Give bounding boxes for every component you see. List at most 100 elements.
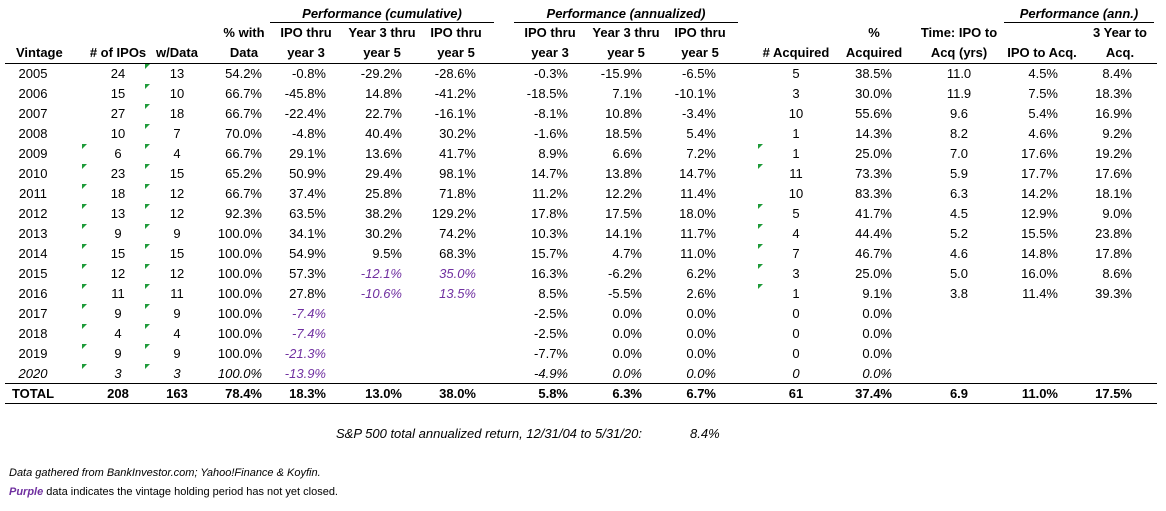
- cell-p2: 18.3%: [1095, 86, 1132, 101]
- cell-time: [914, 364, 1004, 384]
- cell-c1: 34.1%: [289, 226, 326, 241]
- cell-a2: 12.2%: [605, 186, 642, 201]
- table-row: 2010 23 15 65.2% 50.9% 29.4% 98.1% 14.7% 13.8% 14…: [0, 164, 1166, 184]
- cell-indicator-triangle: [145, 244, 150, 249]
- cell-c3: 30.2%: [439, 126, 476, 141]
- cell-wdata: 4: [173, 146, 181, 161]
- cell-time: 11.0: [946, 66, 972, 81]
- cell-c2: 13.0%: [365, 386, 402, 401]
- cell-pct: 100.0%: [217, 286, 262, 301]
- cell-p2: 23.8%: [1095, 226, 1132, 241]
- cell-wdata: 3: [173, 366, 181, 381]
- cell-c1: 50.9%: [289, 166, 326, 181]
- cell-pct: 100.0%: [217, 246, 262, 261]
- cell-time: 9.6: [949, 106, 969, 121]
- cell-a3: 11.4%: [680, 186, 716, 201]
- cell-acq: 0: [792, 306, 800, 321]
- header-a-y35-2: year 5: [607, 45, 645, 60]
- cell-vintage: 2016: [18, 286, 48, 301]
- table-row: 2020 3 3 100.0% -13.9% -4.9% 0.0% 0.0% 0 0.0%: [0, 364, 1166, 384]
- cell-pct: 100.0%: [217, 306, 262, 321]
- cell-c3: 129.2%: [431, 206, 476, 221]
- cell-acq: 0: [792, 366, 800, 381]
- header-ipo5-2: year 5: [437, 45, 475, 60]
- cell-a1: 15.7%: [531, 246, 568, 261]
- cell-vintage: 2010: [18, 166, 48, 181]
- header-ipo3-1: IPO thru: [280, 25, 332, 40]
- cell-ipos: 9: [114, 346, 122, 361]
- cell-time: 6.3: [949, 186, 969, 201]
- cell-a1: 8.5%: [538, 286, 568, 301]
- cell-a2: 18.5%: [605, 126, 642, 141]
- header-a-ipo5-1: IPO thru: [674, 25, 726, 40]
- cell-acq: 1: [792, 126, 800, 141]
- cell-c2: 40.4%: [365, 126, 402, 141]
- cell-indicator-triangle: [82, 184, 87, 189]
- cell-c1: 27.8%: [289, 286, 326, 301]
- cell-a1: -0.3%: [534, 66, 568, 81]
- cell-acq: 11: [789, 166, 803, 181]
- cell-a2: 0.0%: [612, 306, 642, 321]
- cell-pacq: 0.0%: [862, 346, 892, 361]
- total-bottom-rule: [5, 403, 1157, 404]
- cell-p1: 5.4%: [1028, 106, 1058, 121]
- cell-pct: 66.7%: [225, 86, 262, 101]
- cell-time: 4.6: [949, 246, 969, 261]
- cell-a3: 5.4%: [686, 126, 716, 141]
- cell-p2: [1084, 304, 1132, 324]
- cell-acq: 10: [788, 186, 804, 201]
- cell-a2: -5.5%: [608, 286, 642, 301]
- cell-pct: 66.7%: [225, 146, 262, 161]
- cell-p1: [1002, 304, 1058, 324]
- cell-a3: 0.0%: [686, 306, 716, 321]
- cell-vintage: 2019: [18, 346, 48, 361]
- total-row: TOTAL 208 163 78.4% 18.3% 13.0% 38.0% 5.8% 6.3% 6…: [0, 384, 1166, 404]
- header-pct-acq-1: %: [868, 25, 880, 40]
- cell-a2: 6.3%: [612, 386, 642, 401]
- cell-c2: 38.2%: [365, 206, 402, 221]
- cell-a3: -6.5%: [682, 66, 716, 81]
- cell-ipos: 23: [110, 166, 126, 181]
- cell-indicator-triangle: [82, 344, 87, 349]
- cell-pacq: 25.0%: [855, 266, 892, 281]
- cell-wdata: 15: [169, 246, 185, 261]
- cell-pct: 100.0%: [217, 266, 262, 281]
- cell-wdata: 7: [173, 126, 181, 141]
- cell-c1: 18.3%: [289, 386, 326, 401]
- header-ipo5-1: IPO thru: [430, 25, 482, 40]
- cell-ipos: 24: [110, 66, 126, 81]
- header-num-ipos: # of IPOs: [89, 45, 147, 60]
- header-y35-2: year 5: [363, 45, 401, 60]
- cell-wdata: 13: [169, 66, 185, 81]
- cell-c3: -28.6%: [434, 66, 476, 81]
- cell-c3: [420, 304, 476, 324]
- cell-ipos: 3: [114, 366, 122, 381]
- cell-ipos: 27: [110, 106, 126, 121]
- cell-a2: 13.8%: [605, 166, 642, 181]
- cell-p1: 14.2%: [1021, 186, 1058, 201]
- cell-vintage: 2008: [18, 126, 48, 141]
- cell-vintage: 2013: [18, 226, 48, 241]
- cell-ipos: 12: [110, 266, 126, 281]
- cell-indicator-triangle: [82, 324, 87, 329]
- cell-a1: 10.3%: [531, 226, 568, 241]
- cell-pacq: 55.6%: [855, 106, 892, 121]
- cell-vintage: 2015: [18, 266, 48, 281]
- cell-indicator-triangle: [145, 364, 150, 369]
- cell-vintage: TOTAL: [11, 386, 55, 401]
- cell-a3: 6.7%: [686, 386, 716, 401]
- cell-indicator-triangle: [82, 304, 87, 309]
- cell-ipos: 18: [110, 186, 126, 201]
- cell-indicator-triangle: [145, 264, 150, 269]
- cell-p2: [1084, 344, 1132, 364]
- sp500-label: S&P 500 total annualized return, 12/31/0…: [336, 426, 642, 441]
- cell-p1: [1002, 344, 1058, 364]
- cell-c1: 37.4%: [289, 186, 326, 201]
- cell-wdata: 9: [173, 226, 181, 241]
- cell-pct: 92.3%: [225, 206, 262, 221]
- cell-indicator-triangle: [82, 144, 87, 149]
- cell-c2: 13.6%: [365, 146, 402, 161]
- header-a-y35-1: Year 3 thru: [592, 25, 660, 40]
- cell-time: 5.0: [949, 266, 969, 281]
- cell-a1: 14.7%: [531, 166, 568, 181]
